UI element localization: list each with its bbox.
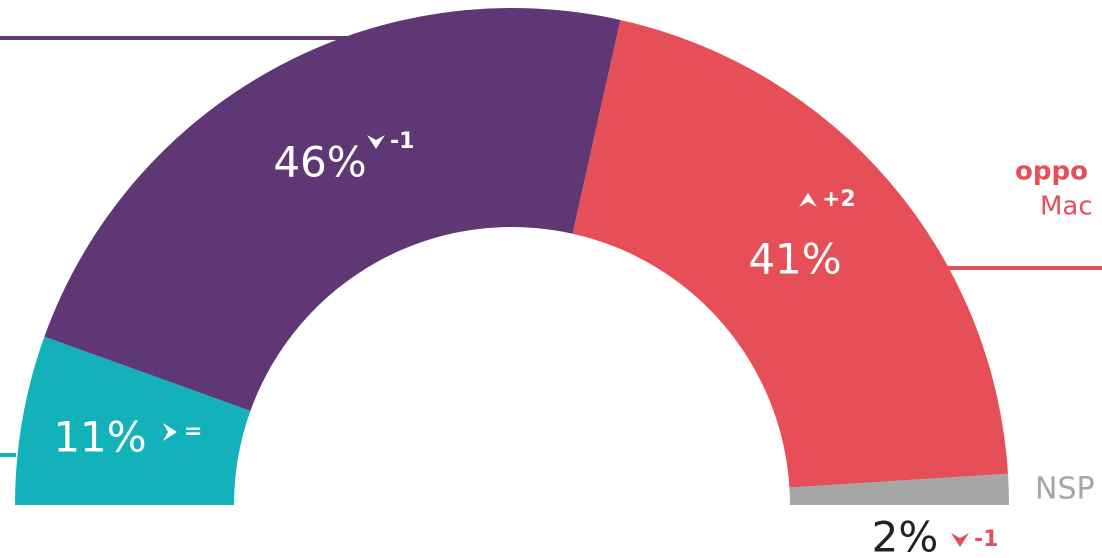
change-arrow: [951, 533, 969, 547]
segment: [572, 19, 1009, 488]
change-label: -1: [390, 129, 414, 154]
change-label: -1: [974, 527, 998, 552]
change-arrow: [367, 135, 385, 149]
value-label: 2%: [872, 513, 939, 558]
segment: [44, 8, 621, 411]
category-label: oppo: [1015, 157, 1088, 187]
change-label: =: [184, 419, 202, 444]
change-arrow: [799, 193, 817, 207]
segment: [789, 473, 1009, 505]
segment: [15, 336, 251, 505]
change-arrow: [163, 423, 177, 441]
change-label: +2: [822, 187, 856, 212]
value-label: 46%: [273, 138, 366, 187]
category-sublabel: Mac: [1040, 192, 1093, 222]
value-label: 41%: [748, 235, 841, 284]
category-label: NSP: [1035, 472, 1095, 507]
value-label: 11%: [53, 413, 146, 462]
